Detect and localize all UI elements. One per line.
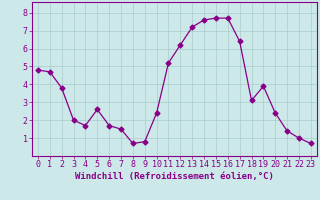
X-axis label: Windchill (Refroidissement éolien,°C): Windchill (Refroidissement éolien,°C) — [75, 172, 274, 181]
